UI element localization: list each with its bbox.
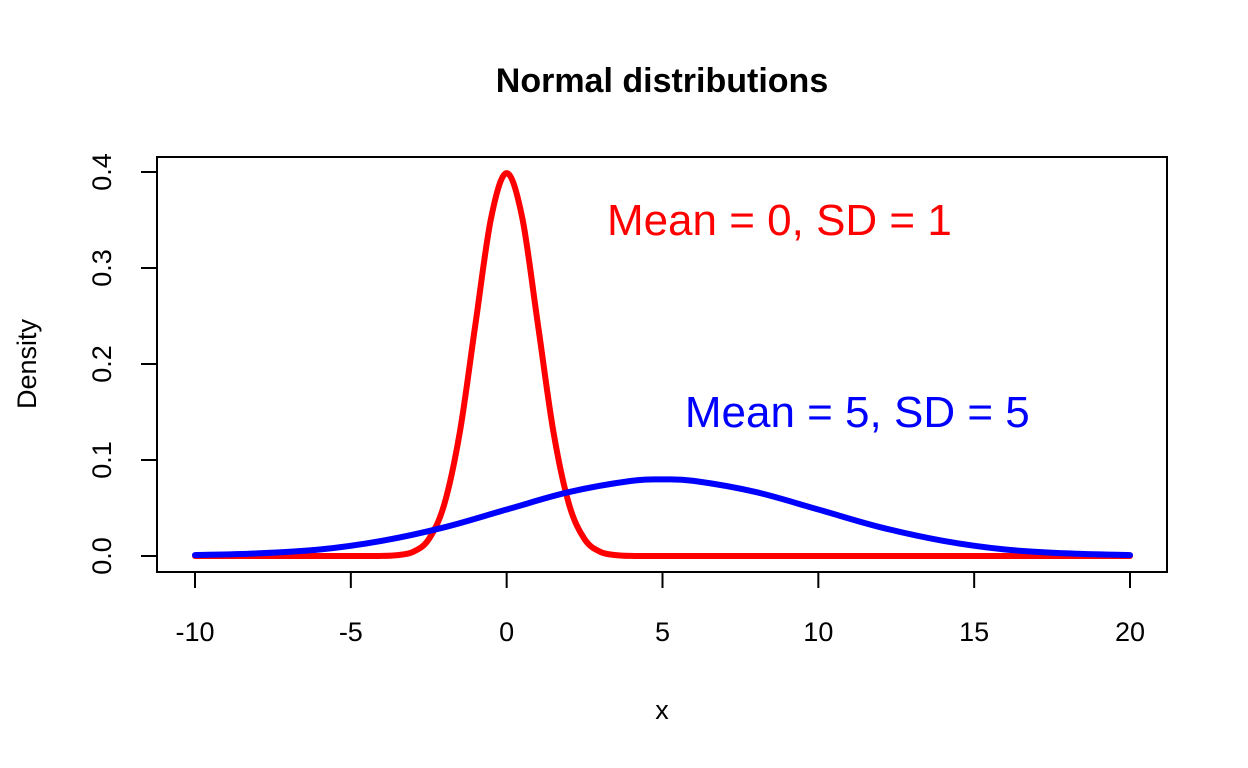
- y-axis: 0.0 0.1 0.2 0.3 0.4: [87, 153, 158, 575]
- series-line-1: [192, 476, 1133, 559]
- x-tick-label: 20: [1115, 617, 1145, 647]
- x-axis: -10 -5 0 5 10 15 20: [175, 571, 1145, 647]
- chart-title: Normal distributions: [496, 62, 828, 100]
- x-tick-label: -5: [339, 617, 363, 647]
- y-axis-title: Density: [12, 318, 42, 409]
- y-tick-label: 0.1: [87, 441, 117, 479]
- y-tick-label: 0.4: [87, 153, 117, 191]
- series-layer: [192, 170, 1133, 560]
- x-tick-label: 0: [499, 617, 514, 647]
- x-axis-title: x: [655, 695, 669, 725]
- x-tick-label: -10: [175, 617, 214, 647]
- y-tick-label: 0.3: [87, 249, 117, 287]
- x-tick-label: 10: [803, 617, 833, 647]
- series-annotation: Mean = 5, SD = 5: [685, 388, 1030, 437]
- series-annotation: Mean = 0, SD = 1: [607, 196, 952, 245]
- series-line-0: [192, 170, 1133, 560]
- y-tick-label: 0.2: [87, 345, 117, 383]
- y-tick-label: 0.0: [87, 537, 117, 575]
- annotation-layer: Mean = 0, SD = 1 Mean = 5, SD = 5: [607, 196, 1030, 437]
- x-tick-label: 15: [959, 617, 989, 647]
- x-tick-label: 5: [655, 617, 670, 647]
